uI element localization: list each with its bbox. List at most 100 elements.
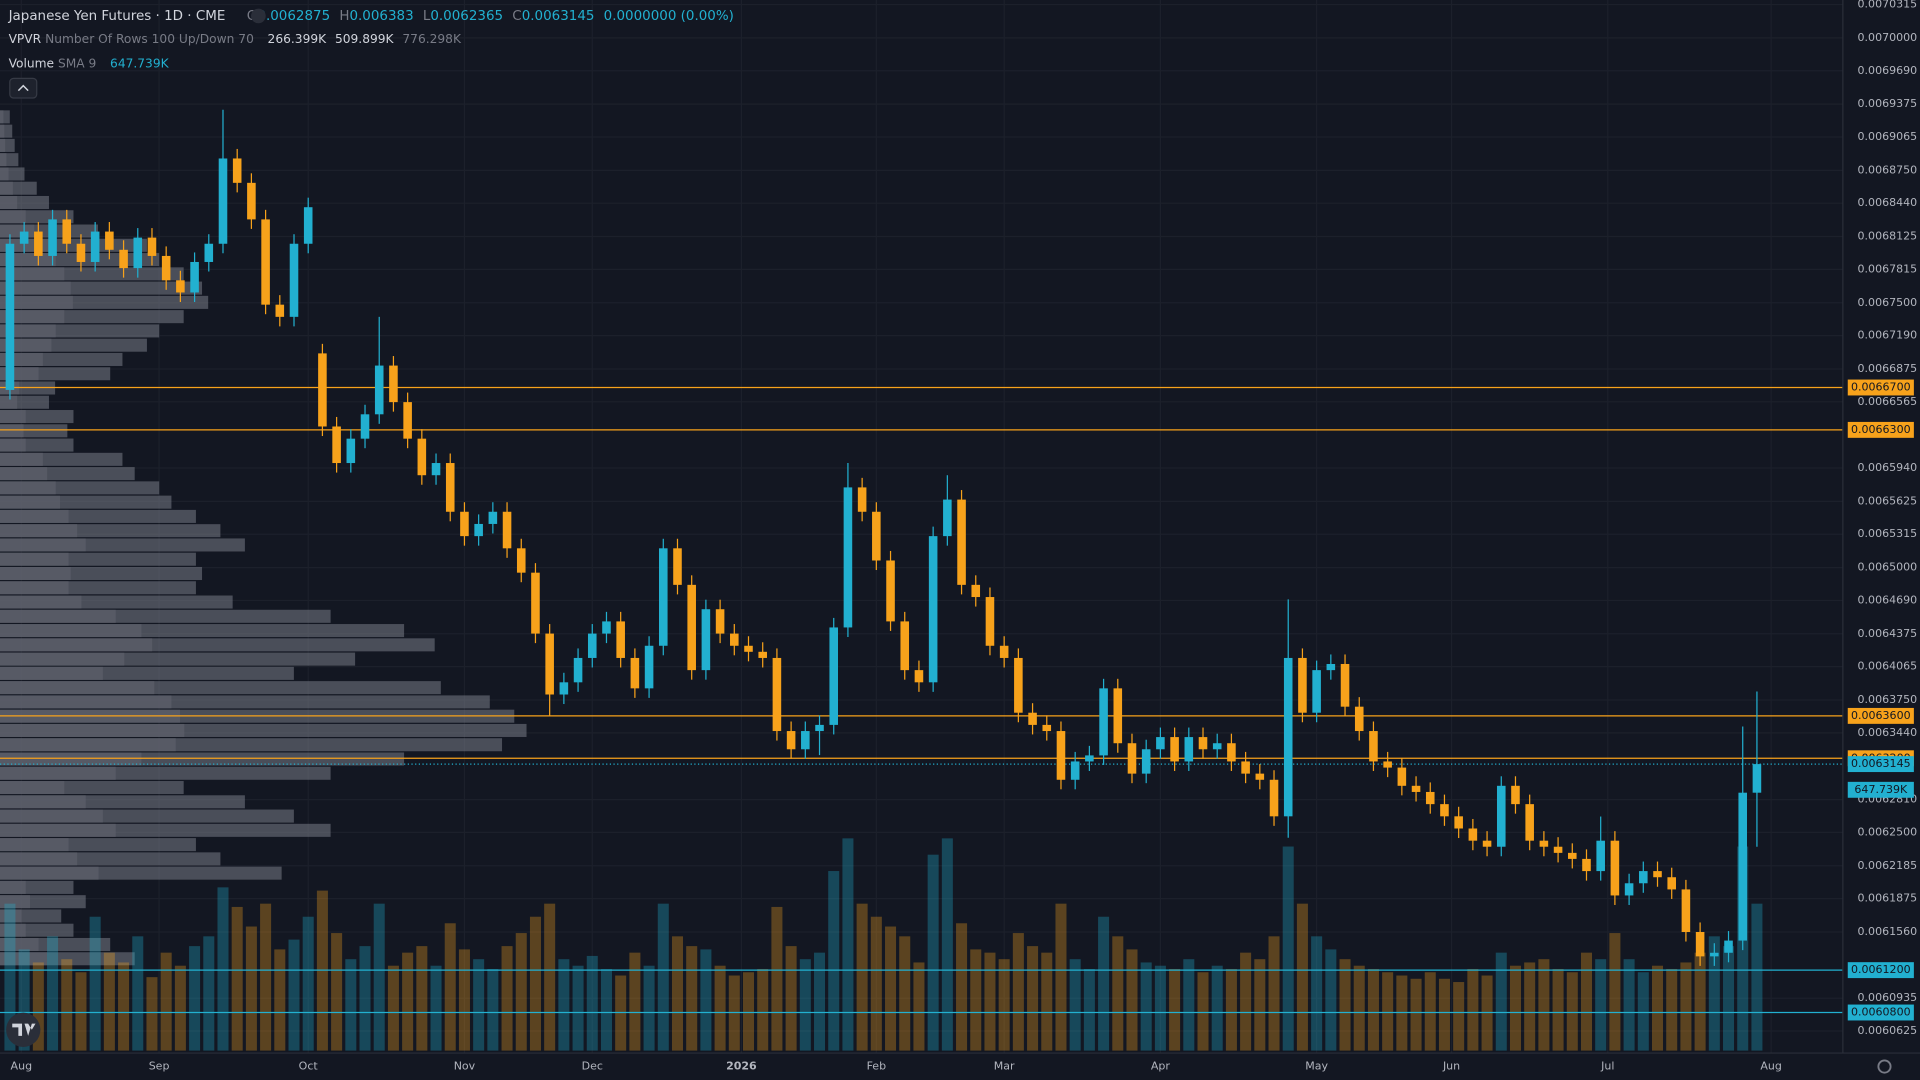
volume-bar	[1268, 936, 1280, 1051]
profile-row-up	[0, 395, 18, 409]
y-tick-label: 0.0067500	[1858, 296, 1918, 309]
ohlc-value: 0.006383	[349, 9, 413, 24]
volume-bar	[1453, 982, 1465, 1051]
candle-body	[687, 584, 696, 671]
price-line-label: 0.0063600	[1851, 709, 1911, 722]
y-tick-label: 0.0066565	[1858, 395, 1918, 408]
y-tick-label: 0.0066875	[1858, 362, 1918, 375]
profile-row-up	[0, 852, 78, 866]
y-tick-label: 0.0062500	[1858, 825, 1918, 838]
legend-vpvr[interactable]: VPVR Number Of Rows 100 Up/Down 70 266.3…	[9, 32, 462, 46]
y-tick-label: 0.0060935	[1858, 991, 1918, 1004]
candle-body	[744, 645, 753, 652]
legend-volume[interactable]: Volume SMA 9 647.739K	[9, 56, 170, 70]
candle-body	[1014, 657, 1023, 713]
candle-body	[616, 621, 625, 658]
ohlc-key: C	[512, 9, 521, 24]
volume-bar	[1240, 952, 1252, 1051]
profile-row-up	[0, 937, 39, 952]
price-line-label: 0.0066300	[1851, 423, 1911, 436]
candle-body	[928, 536, 938, 683]
change: 0.0000000 (0.00%)	[604, 9, 734, 24]
volume-bar	[359, 946, 371, 1051]
profile-row-up	[0, 666, 103, 680]
volume-bar	[1751, 903, 1763, 1051]
eye-toggle[interactable]	[251, 8, 266, 24]
candle-body	[1482, 840, 1492, 847]
volume-bar	[1637, 972, 1649, 1051]
profile-row-up	[0, 624, 142, 638]
candle-body	[1425, 791, 1435, 805]
volume-bar	[1098, 916, 1110, 1051]
volume-title: Volume	[9, 56, 55, 70]
volume-bar	[1708, 936, 1720, 1051]
volume-bar	[1595, 959, 1607, 1051]
collapse-button[interactable]	[9, 77, 38, 99]
volume-bar	[189, 946, 201, 1051]
volume-bar	[671, 936, 683, 1051]
volume-bar	[1154, 965, 1166, 1051]
candle-body	[62, 219, 72, 244]
profile-row-up	[0, 467, 48, 481]
candle-body	[587, 633, 597, 658]
profile-row-up	[0, 752, 142, 766]
y-tick-label: 0.0067190	[1858, 329, 1918, 342]
candle-body	[1028, 712, 1037, 725]
tv-logo[interactable]	[6, 1012, 41, 1047]
candle-body	[488, 511, 498, 524]
candle-body	[957, 499, 966, 585]
symbol-title: Japanese Yen Futures · 1D · CME	[8, 9, 226, 24]
candle-body	[1496, 785, 1506, 847]
volume-bar	[274, 949, 286, 1051]
y-tick-label: 0.0065625	[1858, 494, 1918, 507]
volume-bar	[1723, 946, 1735, 1051]
candle-body	[1411, 785, 1421, 792]
legend-main[interactable]: Japanese Yen Futures · 1D · CME O0.00628…	[8, 9, 734, 24]
x-tick-label: Oct	[299, 1060, 319, 1073]
volume-bar	[1609, 933, 1621, 1051]
volume-bar	[870, 916, 882, 1051]
profile-row-up	[0, 581, 69, 595]
volume-bar	[1069, 959, 1081, 1051]
profile-row-up	[0, 738, 176, 752]
y-tick-label: 0.0061875	[1858, 892, 1918, 905]
volume-bar	[1211, 965, 1223, 1051]
volume-sma-value: 647.739K	[110, 56, 170, 70]
candle-body	[119, 249, 128, 269]
y-tick-label: 0.0069375	[1858, 97, 1918, 110]
volume-bar	[1552, 968, 1564, 1051]
profile-row-up	[0, 609, 116, 623]
profile-row-up	[0, 138, 6, 152]
profile-row-up	[0, 895, 30, 909]
candle-body	[460, 511, 469, 537]
candle-body	[1354, 706, 1364, 732]
ohlc-value: 0.0062365	[430, 9, 503, 24]
profile-row	[0, 110, 10, 124]
profile-row-up	[0, 267, 65, 281]
volume-bar	[885, 926, 897, 1051]
y-tick-label: 0.0063440	[1858, 726, 1918, 739]
volume-bar	[742, 972, 755, 1051]
candle-body	[90, 231, 100, 262]
price-line-label: 0.0060800	[1851, 1006, 1911, 1019]
profile-row-up	[0, 452, 43, 466]
volume-bar	[1438, 978, 1450, 1051]
candle-body	[1212, 743, 1222, 750]
y-tick-label: 0.0062185	[1858, 859, 1918, 872]
settings-gear[interactable]	[1877, 1059, 1892, 1074]
volume-bar	[785, 946, 797, 1051]
candle-body	[772, 657, 782, 732]
candle-body	[1710, 952, 1719, 957]
vpvr-value: 776.298K	[402, 32, 462, 46]
volume-bar	[1580, 952, 1593, 1051]
profile-row-up	[0, 723, 185, 737]
candle-body	[1383, 761, 1392, 768]
volume-bar	[288, 939, 300, 1051]
candle-body	[1056, 731, 1066, 780]
candle-body	[644, 645, 654, 689]
y-tick-label: 0.0064065	[1858, 660, 1918, 673]
profile-row-up	[0, 552, 69, 566]
volume-bar	[970, 949, 982, 1051]
y-tick-label: 0.0065940	[1858, 461, 1918, 474]
volume-bar	[629, 952, 641, 1051]
